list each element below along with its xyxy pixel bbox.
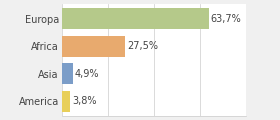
Bar xyxy=(62,91,70,112)
Bar xyxy=(62,36,125,57)
Text: 63,7%: 63,7% xyxy=(211,14,241,24)
Text: 27,5%: 27,5% xyxy=(127,41,158,51)
Bar xyxy=(62,8,209,29)
Bar xyxy=(62,63,73,84)
Text: 3,8%: 3,8% xyxy=(72,96,97,106)
Text: 4,9%: 4,9% xyxy=(75,69,99,79)
